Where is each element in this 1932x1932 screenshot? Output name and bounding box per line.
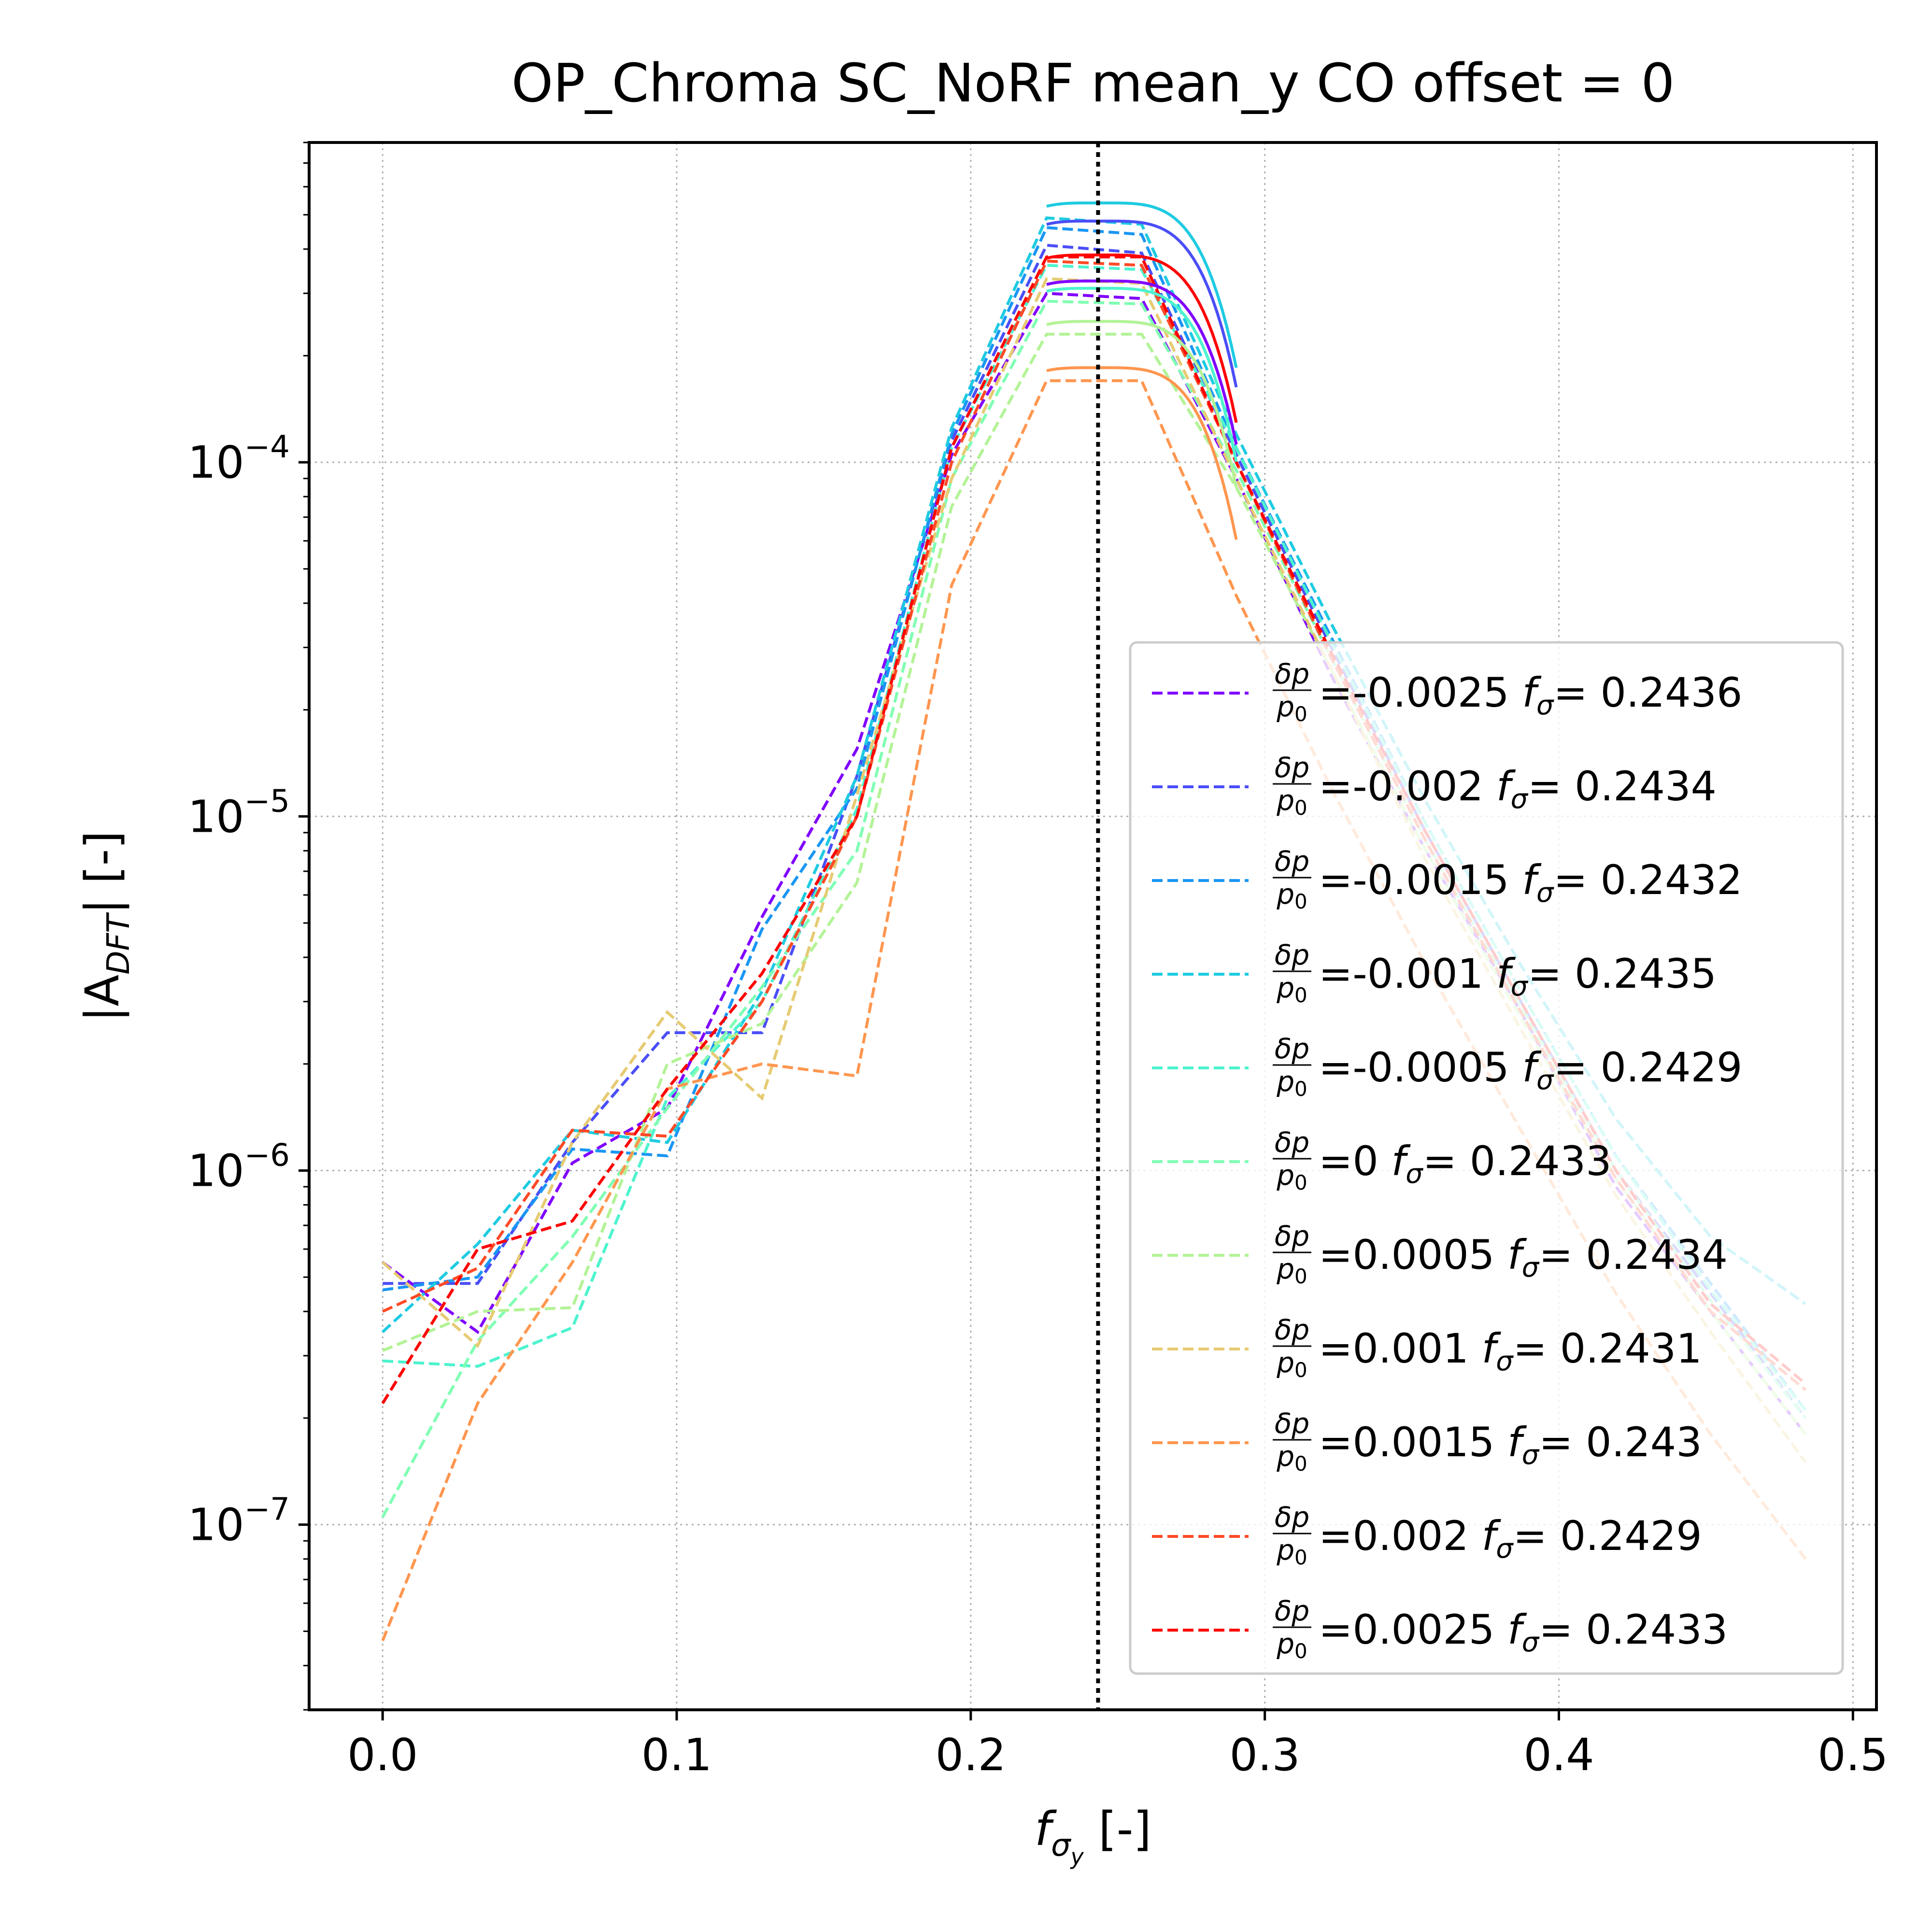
legend-frac-num: δp bbox=[1275, 1126, 1309, 1159]
legend-frac-num: δp bbox=[1275, 1501, 1309, 1534]
legend-frac-num: δp bbox=[1275, 1407, 1309, 1440]
legend-frac-num: δp bbox=[1275, 1313, 1309, 1346]
y-tick-label: 10−7 bbox=[188, 1492, 290, 1551]
legend-frac-den: p0 bbox=[1276, 1627, 1307, 1663]
peak-curve-3 bbox=[1046, 286, 1238, 462]
legend-frac-den: p0 bbox=[1276, 1159, 1307, 1194]
peak-curve-2 bbox=[1046, 201, 1238, 368]
legend-frac-den: p0 bbox=[1276, 1065, 1307, 1101]
y-tick-label: 10−5 bbox=[188, 783, 290, 842]
legend-label-0: =-0.0025 fσ= 0.2436 bbox=[1319, 669, 1742, 721]
legend-frac-num: δp bbox=[1275, 938, 1309, 971]
legend-frac-den: p0 bbox=[1276, 1252, 1307, 1288]
plot-frame bbox=[308, 141, 1878, 1711]
legend-label-9: =0.002 fσ= 0.2429 bbox=[1319, 1512, 1702, 1564]
x-tick-label: 0.2 bbox=[936, 1729, 1006, 1781]
peak-curve-1 bbox=[1046, 219, 1238, 388]
chart-title: OP_Chroma SC_NoRF mean_y CO offset = 0 bbox=[511, 52, 1675, 114]
legend-label-7: =0.001 fσ= 0.2431 bbox=[1319, 1325, 1702, 1377]
y-tick-label: 10−4 bbox=[188, 429, 290, 488]
legend-label-6: =0.0005 fσ= 0.2434 bbox=[1319, 1231, 1728, 1283]
legend-label-4: =-0.0005 fσ= 0.2429 bbox=[1319, 1044, 1742, 1096]
legend-label-10: =0.0025 fσ= 0.2433 bbox=[1319, 1606, 1728, 1658]
legend-label-3: =-0.001 fσ= 0.2435 bbox=[1319, 950, 1717, 1002]
series-line-1 bbox=[383, 243, 1807, 1419]
x-tick-label: 0.5 bbox=[1818, 1729, 1888, 1781]
series-line-6 bbox=[382, 332, 1807, 1435]
legend-label-2: =-0.0015 fσ= 0.2432 bbox=[1319, 856, 1742, 909]
legend-frac-den: p0 bbox=[1276, 878, 1307, 913]
legend-frac-num: δp bbox=[1275, 657, 1309, 690]
legend-frac-num: δp bbox=[1275, 1594, 1309, 1627]
legend-frac-den: p0 bbox=[1276, 971, 1307, 1007]
legend-frac-den: p0 bbox=[1276, 690, 1307, 726]
legend-frac-den: p0 bbox=[1276, 784, 1307, 820]
x-tick-label: 0.4 bbox=[1523, 1729, 1594, 1781]
x-axis-label: fσy [-] bbox=[1035, 1802, 1151, 1870]
legend-label-5: =0 fσ= 0.2433 bbox=[1319, 1137, 1612, 1190]
legend-label-8: =0.0015 fσ= 0.243 bbox=[1319, 1419, 1702, 1471]
x-tick-label: 0.1 bbox=[641, 1729, 712, 1781]
axis-ticks: 0.0 0.1 0.2 0.3 0.4 0.5 10−4 10−5 10−6 10−7 bbox=[188, 142, 1888, 1781]
legend-frac-num: δp bbox=[1275, 751, 1309, 784]
legend-frac-num: δp bbox=[1275, 1220, 1309, 1252]
legend-frac-den: p0 bbox=[1276, 1346, 1307, 1382]
peak-curve-5 bbox=[1046, 366, 1238, 540]
peak-curve-6 bbox=[1046, 253, 1238, 423]
series-line-5 bbox=[381, 299, 1807, 1518]
y-tick-label: 10−6 bbox=[188, 1137, 290, 1196]
legend-frac-den: p0 bbox=[1276, 1440, 1307, 1476]
peak-curve-0 bbox=[1046, 279, 1238, 445]
legend-frac-den: p0 bbox=[1276, 1534, 1307, 1569]
peak-curve-4 bbox=[1046, 320, 1238, 488]
legend-frac-num: δp bbox=[1275, 1032, 1309, 1065]
legend-frac-num: δp bbox=[1275, 845, 1309, 878]
y-axis-label: |ADFT| [-] bbox=[75, 831, 137, 1022]
legend-box bbox=[1129, 641, 1844, 1675]
x-tick-label: 0.3 bbox=[1230, 1729, 1300, 1781]
x-tick-label: 0.0 bbox=[347, 1729, 418, 1781]
